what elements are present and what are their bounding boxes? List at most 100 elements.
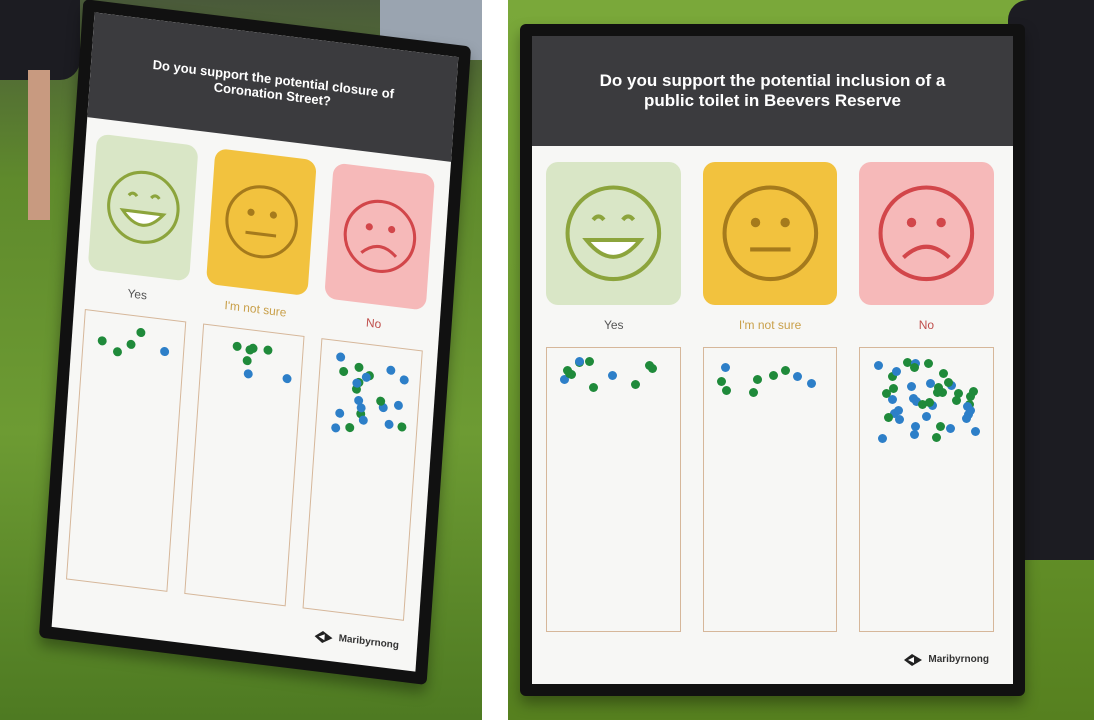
sign-board: Do you support the potential closure of … [38,0,472,686]
vote-dot [936,422,946,432]
face-icon [878,185,975,282]
vote-dot [780,365,790,375]
vote-dot [566,370,576,380]
vote-dot [912,396,922,406]
person-left [0,0,80,80]
vote-dot [753,374,763,384]
option-label: No [918,317,935,332]
vote-dot [330,423,341,434]
face-icon [722,185,818,282]
vote-dot [968,386,978,396]
vote-dot [922,412,932,422]
face-icon [225,185,298,259]
vote-dot [338,366,349,377]
vote-dot [933,382,943,392]
vote-dot [335,352,346,363]
vote-dot [717,376,727,386]
logo-icon [314,630,333,643]
vote-dot [281,373,292,384]
option-label: Yes [603,317,624,332]
photo-right: Do you support the potential inclusion o… [508,0,1094,720]
vote-dot [928,401,938,411]
vote-dot [722,386,732,396]
board-panel: Do you support the potential closure of … [51,12,459,672]
vote-dot [953,389,963,399]
vote-dot [884,412,894,422]
vote-dot [889,383,899,393]
vote-dot [560,374,570,384]
vote-dot [384,419,394,430]
option-label: No [365,315,382,332]
vote-dot [807,379,817,388]
logo-text: Maribyrnong [928,654,989,666]
vote-dot [159,346,170,357]
vote-dot [966,392,976,402]
vote-dot [892,367,902,377]
vote-dot [97,335,108,346]
vote-dot [923,359,933,369]
option-label: I'm not sure [738,317,802,332]
photo-left: Do you support the potential closure of … [0,0,482,720]
vote-dot [136,327,146,339]
vote-dot [970,426,980,436]
face-box [205,148,318,296]
vote-dot [396,421,407,432]
logo-icon [904,653,923,666]
face-box [87,133,199,282]
vote-dot [903,358,913,368]
vote-dot [376,395,386,406]
vote-dot [386,364,396,375]
sign-board: Do you support the potential inclusion o… [520,24,1025,696]
vote-dot [911,422,921,431]
leg [28,70,50,220]
vote-dot [232,341,242,352]
vote-dot [888,372,898,382]
vote-dot [938,387,948,397]
vote-column [302,337,424,621]
face-icon [107,170,180,244]
vote-dot [112,346,123,357]
vote-dot [358,415,369,426]
vote-dot [946,423,956,433]
vote-dot [932,387,942,397]
face-box [859,162,994,305]
vote-dot [393,400,404,411]
face-box [546,162,682,305]
vote-dot [910,363,920,373]
vote-column [65,308,187,592]
vote-dot [334,408,345,419]
vote-column [702,347,838,633]
vote-dot [917,400,927,410]
vote-dot [242,355,252,366]
vote-dot [907,381,917,391]
vote-dot [125,339,136,350]
vote-dot [965,405,975,415]
vote-dot [631,380,641,390]
logo: Maribyrnong [312,627,399,654]
vote-dot [607,370,617,380]
vote-dot [585,357,595,367]
vote-dot [645,361,655,371]
vote-dot [575,356,585,366]
face-box [702,162,838,305]
vote-dot [881,388,891,398]
vote-column [546,347,682,633]
logo: Maribyrnong [902,652,989,668]
vote-dot [878,433,888,443]
vote-dot [353,362,364,373]
face-icon [343,199,417,274]
vote-dot [792,371,802,381]
option-label: Yes [127,286,148,303]
logo-text: Maribyrnong [338,633,400,652]
vote-dot [243,368,253,379]
vote-dot [344,422,355,433]
vote-dot [925,398,935,408]
vote-dot [262,344,273,355]
vote-column [859,347,994,633]
vote-dot [873,361,883,371]
board-panel: Do you support the potential inclusion o… [532,36,1013,684]
vote-dot [943,378,953,388]
vote-dot [588,383,598,393]
vote-dot [909,429,919,439]
vote-dot [889,408,899,418]
